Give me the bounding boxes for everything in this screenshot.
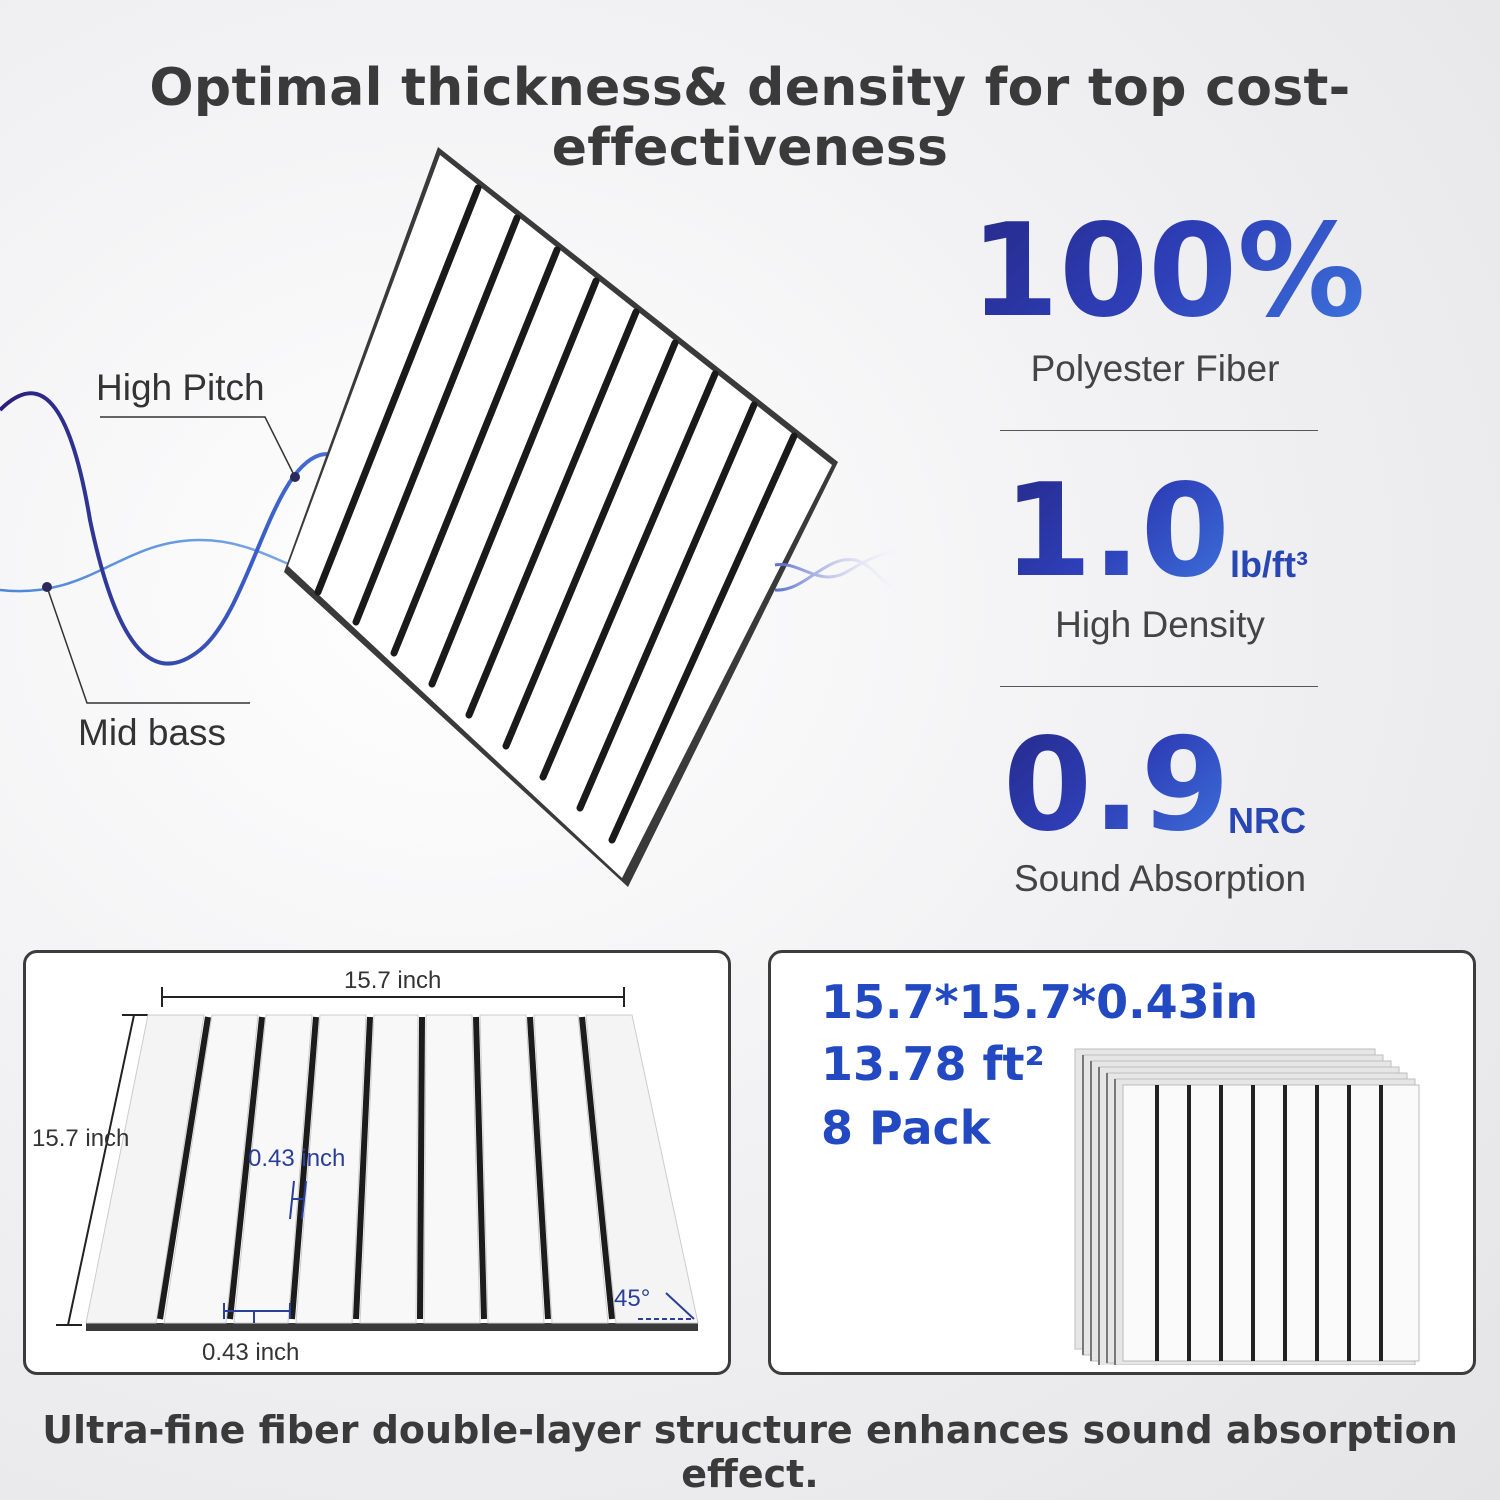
stat-fiber-label: Polyester Fiber — [1030, 348, 1280, 389]
stat-nrc-unit: NRC — [1228, 800, 1306, 841]
exit-wave — [774, 548, 901, 592]
high-pitch-label: High Pitch — [96, 367, 265, 408]
stat-nrc-value: 0.9 — [1003, 711, 1230, 860]
mid-bass-marker — [42, 582, 52, 592]
stat-fiber-value: 100% — [970, 197, 1366, 346]
stacked-panels-illustration — [1074, 1048, 1420, 1365]
front-slats — [85, 1014, 699, 1324]
footer-tagline: Ultra-fine fiber double-layer structure … — [42, 1408, 1458, 1496]
dimension-diagram — [56, 987, 699, 1331]
panel-grooves — [314, 184, 798, 844]
stat-density-unit: lb/ft³ — [1230, 544, 1308, 585]
spec-area: 13.78 ft² — [821, 1037, 1045, 1091]
headline: Optimal thickness& density for top cost-… — [149, 58, 1351, 178]
stat-divider-2 — [1000, 686, 1318, 687]
stat-density-value: 1.0 — [1003, 457, 1230, 606]
height-label: 15.7 inch — [32, 1125, 130, 1152]
angle-label: 45° — [614, 1285, 651, 1312]
stat-divider-1 — [1000, 430, 1318, 431]
spec-pack: 8 Pack — [821, 1101, 991, 1155]
stat-density-label: High Density — [1055, 604, 1265, 645]
stat-nrc-label: Sound Absorption — [1013, 858, 1307, 899]
dimensions-panel: 15.7 inch 15.7 inch 0.43 inch 0.43 inch … — [23, 950, 731, 1375]
width-label: 15.7 inch — [344, 967, 442, 994]
panel-face — [288, 155, 832, 878]
callout-high — [100, 416, 296, 478]
specs-panel: 15.7*15.7*0.43in 13.78 ft² 8 Pack — [768, 950, 1476, 1375]
hero-panel-illustration — [0, 147, 901, 887]
callout-mid — [46, 586, 250, 704]
spec-size: 15.7*15.7*0.43in — [821, 975, 1259, 1029]
thickness-label: 0.43 inch — [248, 1145, 346, 1172]
gap-label: 0.43 inch — [202, 1339, 300, 1366]
mid-bass-label: Mid bass — [78, 712, 227, 753]
high-pitch-marker — [290, 472, 300, 482]
